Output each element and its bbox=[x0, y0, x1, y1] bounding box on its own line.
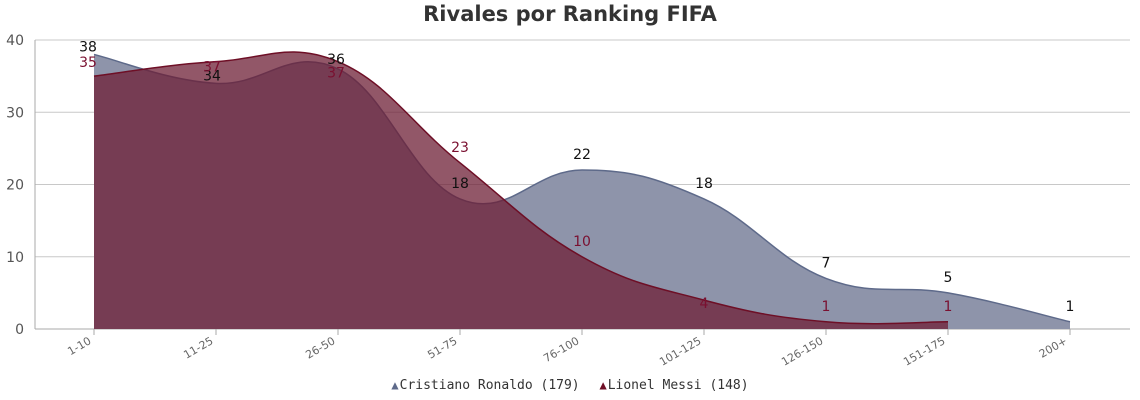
x-tick-label: 101-125 bbox=[657, 334, 703, 368]
data-label: 5 bbox=[944, 270, 953, 286]
data-label: 23 bbox=[451, 140, 469, 156]
x-tick-label: 76-100 bbox=[541, 334, 581, 365]
x-tick-label: 26-50 bbox=[303, 334, 337, 361]
data-label: 34 bbox=[203, 68, 221, 84]
data-label: 4 bbox=[700, 296, 709, 312]
data-label: 38 bbox=[79, 39, 97, 55]
data-label: 37 bbox=[203, 60, 221, 76]
data-label: 37 bbox=[327, 66, 345, 82]
x-tick-label: 151-175 bbox=[901, 334, 947, 368]
legend-item-series-0[interactable]: ▲Cristiano Ronaldo (179) bbox=[391, 378, 579, 393]
data-label: 18 bbox=[695, 176, 713, 192]
x-tick-label: 1-10 bbox=[65, 334, 93, 358]
legend: ▲Cristiano Ronaldo (179) ▲Lionel Messi (… bbox=[0, 378, 1140, 393]
data-label: 35 bbox=[79, 55, 97, 71]
data-label: 18 bbox=[451, 176, 469, 192]
chart-title: Rivales por Ranking FIFA bbox=[423, 2, 717, 26]
data-label: 7 bbox=[822, 255, 831, 271]
legend-marker-icon: ▲ bbox=[599, 378, 607, 392]
data-label: 1 bbox=[944, 299, 953, 315]
data-label: 10 bbox=[573, 234, 591, 250]
data-label: 1 bbox=[1066, 299, 1075, 315]
data-label: 1 bbox=[822, 299, 831, 315]
y-tick-label: 0 bbox=[15, 322, 24, 338]
y-tick-label: 30 bbox=[6, 105, 24, 121]
x-tick-label: 200+ bbox=[1037, 334, 1070, 360]
data-label: 36 bbox=[327, 52, 345, 68]
data-label: 22 bbox=[573, 147, 591, 163]
legend-marker-icon: ▲ bbox=[391, 378, 399, 392]
y-tick-label: 20 bbox=[6, 178, 24, 194]
x-tick-label: 11-25 bbox=[181, 334, 215, 361]
legend-label: Lionel Messi (148) bbox=[607, 378, 749, 393]
legend-item-series-1[interactable]: ▲Lionel Messi (148) bbox=[599, 378, 748, 393]
series-line-1 bbox=[93, 51, 949, 325]
series-area-1 bbox=[94, 52, 948, 329]
legend-label: Cristiano Ronaldo (179) bbox=[399, 378, 580, 393]
x-tick-label: 126-150 bbox=[779, 334, 825, 368]
y-tick-label: 40 bbox=[6, 33, 24, 49]
y-tick-label: 10 bbox=[6, 250, 24, 266]
x-tick-label: 51-75 bbox=[425, 334, 459, 361]
